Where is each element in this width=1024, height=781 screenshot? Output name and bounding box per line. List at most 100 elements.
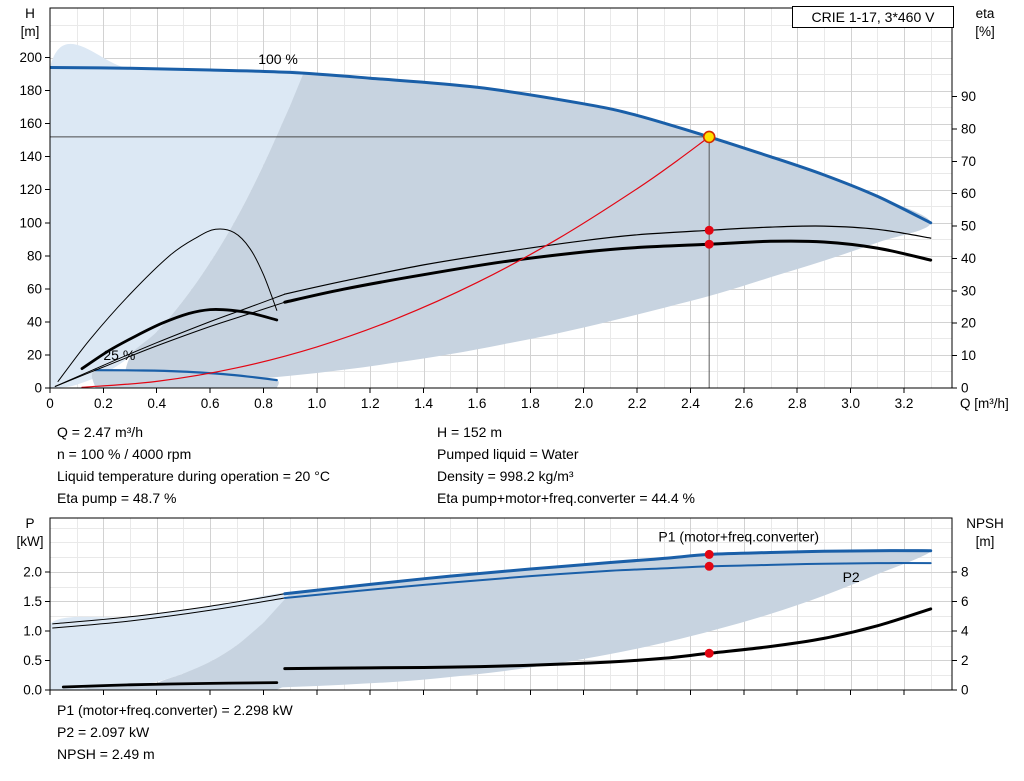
p2-rise [52,597,286,629]
x-tick-label: 2.8 [788,396,807,411]
x-tick-label: 1.0 [307,396,326,411]
y-right-axis-title: [%] [975,24,995,39]
x-tick-label: 0.4 [147,396,166,411]
p1-dot [704,549,714,559]
y-left-tick-label: 140 [19,149,42,164]
label-25pct: 25 % [103,347,135,363]
x-axis-title: Q [m³/h] [960,396,1009,411]
h-q-chart: 0 0.2 0.4 0.6 0.8 1.0 1.2 1.4 1.6 1.8 2.0 2.2 2.4 2.6… [19,6,1009,411]
duty-point[interactable] [702,130,716,144]
eta-total-rise [54,301,286,387]
eta-total-curve [283,239,933,304]
npsh-dot [704,648,714,658]
info-eta-pump: Eta pump = 48.7 % [57,490,177,506]
y-left-axis-title: H [25,6,35,21]
duty-info-right: H = 152 m Pumped liquid = Water Density … [437,421,695,509]
y-left-tick-label: 200 [19,50,42,65]
x-tick-label: 0.6 [201,396,220,411]
x-tick-label: 0.2 [94,396,113,411]
x-tick-label: 0.8 [254,396,273,411]
y-right-tick-label: 90 [961,89,976,104]
power-main-gray [156,548,931,690]
y-left-tick-label: 1.0 [23,623,42,638]
info-liquid: Pumped liquid = Water [437,446,579,462]
x-tick-label: 3.2 [895,396,914,411]
p2-dot [704,561,714,571]
y-right-tick-label: 4 [961,623,969,638]
info-speed: n = 100 % / 4000 rpm [57,446,192,462]
duty-info-left: Q = 2.47 m³/h n = 100 % / 4000 rpm Liqui… [57,421,330,509]
x-tick-label: 2.2 [628,396,647,411]
envelope-left-light [50,44,305,388]
p-npsh-chart: 0.0 0.5 1.0 1.5 2.0 0 2 4 6 8 P [kW] NPSH [m] P1 (moto… [17,516,1004,698]
y-left-tick-label: 80 [27,248,42,263]
info-eta-total: Eta pump+motor+freq.converter = 44.4 % [437,490,695,506]
y-right-tick-label: 70 [961,154,976,169]
label-p2: P2 [843,569,860,585]
x-tick-label: 1.2 [361,396,380,411]
y-left-tick-label: 120 [19,182,42,197]
eta-pump-dot [704,225,714,235]
y-right-tick-label: 50 [961,219,976,234]
y-right-tick-label: 10 [961,348,976,363]
y-left-tick-label: 180 [19,83,42,98]
eta-total-dot [704,239,714,249]
y-right-tick-label: 60 [961,186,976,201]
y-left-tick-label: 0.0 [23,683,42,698]
npsh-reduced [61,681,279,689]
info-density: Density = 998.2 kg/m³ [437,468,574,484]
y-left-axis-title: [m] [21,24,40,39]
y-right-tick-label: 0 [961,683,969,698]
y-left-tick-label: 40 [27,314,42,329]
y-right-tick-label: 2 [961,653,969,668]
y-right-tick-label: 8 [961,564,969,579]
y-right-tick-label: 6 [961,594,969,609]
y-right-axis-title: [m] [976,534,995,549]
pump-curve-25pct [94,369,278,382]
info-temperature: Liquid temperature during operation = 20… [57,468,330,484]
result-p2: P2 = 2.097 kW [57,724,150,740]
y-left-tick-label: 0.5 [23,653,42,668]
x-tick-label: 1.8 [521,396,540,411]
npsh-curve [283,607,933,671]
y-left-tick-label: 2.0 [23,564,42,579]
x-tick-label: 3.0 [841,396,860,411]
y-left-tick-label: 100 [19,215,42,230]
result-p1: P1 (motor+freq.converter) = 2.298 kW [57,702,293,718]
system-curve [81,136,710,388]
envelope-main-gray [125,73,931,388]
eta-pump-reduced-arc [57,228,278,382]
info-head: H = 152 m [437,424,502,440]
x-tick-label: 1.6 [468,396,487,411]
y-right-tick-label: 0 [961,381,969,396]
p1-curve [283,549,933,596]
power-25pct-gray [84,683,285,690]
y-right-tick-label: 40 [961,251,976,266]
y-left-tick-label: 20 [27,347,42,362]
y-left-axis-title: [kW] [17,534,44,549]
pump-curve-100pct [50,66,933,225]
y-left-tick-label: 160 [19,116,42,131]
plot-border [49,517,953,691]
y-left-axis-title: P [25,516,34,531]
result-npsh: NPSH = 2.49 m [57,746,155,762]
eta-total-reduced-arc [80,308,279,370]
x-tick-label: 0 [46,396,54,411]
x-tick-label: 2.0 [574,396,593,411]
y-left-tick-label: 1.5 [23,594,42,609]
label-100pct: 100 % [258,51,298,67]
y-right-tick-label: 80 [961,121,976,136]
x-tick-label: 2.4 [681,396,700,411]
power-left-light [50,592,292,690]
p2-curve [283,562,932,599]
eta-pump-curve [284,225,932,295]
x-tick-label: 1.4 [414,396,433,411]
info-flow: Q = 2.47 m³/h [57,424,143,440]
y-right-axis-title: eta [976,6,995,21]
y-left-tick-label: 60 [27,281,42,296]
plot-border [49,7,953,389]
eta-pump-rise [54,293,286,387]
label-p1: P1 (motor+freq.converter) [658,528,819,544]
p1-rise [52,593,286,625]
